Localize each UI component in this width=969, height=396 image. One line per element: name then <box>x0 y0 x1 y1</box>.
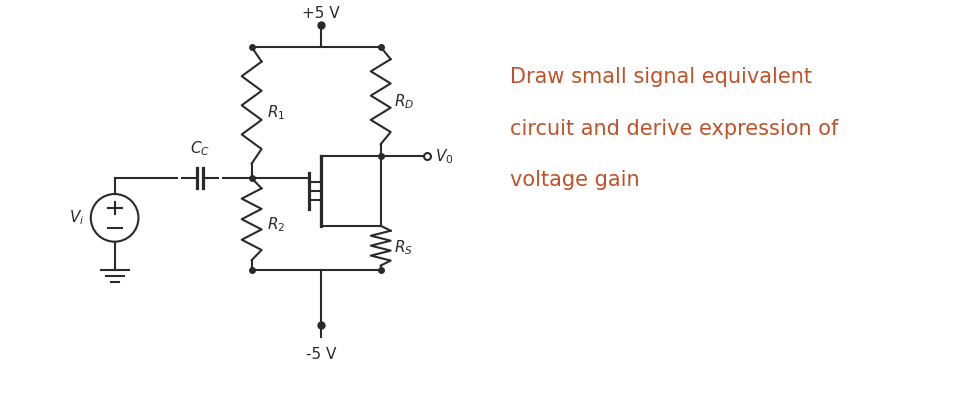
Text: -5 V: -5 V <box>305 347 336 362</box>
Text: $C_C$: $C_C$ <box>190 139 210 158</box>
Text: $R_2$: $R_2$ <box>266 215 285 234</box>
Text: $R_D$: $R_D$ <box>393 92 414 111</box>
Text: $V_0$: $V_0$ <box>435 147 453 166</box>
Text: $V_i$: $V_i$ <box>70 209 84 227</box>
Text: voltage gain: voltage gain <box>510 170 639 190</box>
Text: Draw small signal equivalent: Draw small signal equivalent <box>510 67 811 87</box>
Text: circuit and derive expression of: circuit and derive expression of <box>510 118 837 139</box>
Text: $R_S$: $R_S$ <box>393 239 412 257</box>
Text: +5 V: +5 V <box>302 6 339 21</box>
Text: $R_1$: $R_1$ <box>266 103 285 122</box>
